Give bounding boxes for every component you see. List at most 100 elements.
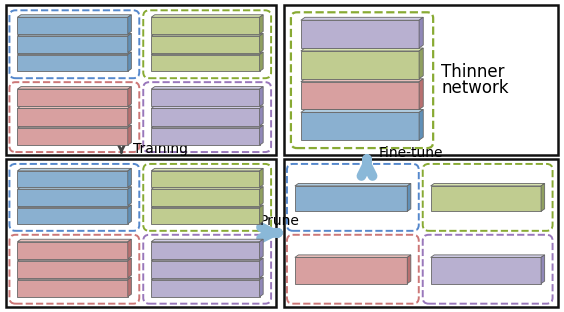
Polygon shape — [541, 183, 545, 211]
Text: network: network — [441, 79, 509, 97]
Polygon shape — [17, 205, 131, 207]
Polygon shape — [151, 207, 259, 224]
Polygon shape — [17, 280, 128, 297]
Polygon shape — [259, 258, 263, 278]
Bar — [6, 5, 276, 155]
Polygon shape — [17, 168, 131, 171]
Polygon shape — [419, 110, 423, 140]
Polygon shape — [151, 17, 259, 34]
Polygon shape — [17, 128, 128, 145]
Polygon shape — [128, 33, 131, 53]
Polygon shape — [128, 52, 131, 71]
Polygon shape — [151, 55, 259, 71]
Polygon shape — [151, 125, 263, 128]
Polygon shape — [151, 106, 263, 109]
Polygon shape — [301, 17, 423, 20]
Polygon shape — [431, 257, 541, 284]
Text: Training: Training — [133, 142, 188, 156]
Polygon shape — [295, 257, 407, 284]
Polygon shape — [17, 17, 128, 34]
Polygon shape — [151, 15, 263, 17]
Polygon shape — [259, 239, 263, 259]
Polygon shape — [301, 20, 419, 48]
Polygon shape — [17, 242, 128, 259]
Polygon shape — [431, 255, 545, 257]
Polygon shape — [128, 258, 131, 278]
Polygon shape — [17, 261, 128, 278]
Polygon shape — [128, 187, 131, 206]
Polygon shape — [407, 183, 411, 211]
Polygon shape — [259, 125, 263, 145]
Text: Prune: Prune — [260, 214, 300, 228]
Text: Thinner: Thinner — [441, 63, 505, 81]
Polygon shape — [151, 52, 263, 55]
Polygon shape — [151, 205, 263, 207]
Polygon shape — [17, 125, 131, 128]
Polygon shape — [17, 171, 128, 187]
Polygon shape — [151, 189, 259, 206]
Polygon shape — [259, 33, 263, 53]
Polygon shape — [301, 82, 419, 110]
Polygon shape — [151, 258, 263, 261]
Polygon shape — [431, 183, 545, 186]
Polygon shape — [128, 277, 131, 297]
Polygon shape — [301, 51, 419, 79]
Polygon shape — [17, 258, 131, 261]
Polygon shape — [17, 109, 128, 126]
Polygon shape — [17, 106, 131, 109]
Polygon shape — [151, 171, 259, 187]
Polygon shape — [17, 207, 128, 224]
Polygon shape — [128, 87, 131, 106]
Polygon shape — [151, 277, 263, 280]
Polygon shape — [17, 189, 128, 206]
Polygon shape — [259, 187, 263, 206]
Polygon shape — [17, 36, 128, 53]
Polygon shape — [151, 187, 263, 189]
Polygon shape — [128, 125, 131, 145]
Polygon shape — [128, 106, 131, 126]
Polygon shape — [295, 255, 411, 257]
Polygon shape — [151, 261, 259, 278]
Polygon shape — [259, 106, 263, 126]
Polygon shape — [259, 15, 263, 34]
Bar — [284, 159, 558, 307]
Polygon shape — [128, 205, 131, 224]
Polygon shape — [151, 242, 259, 259]
Polygon shape — [259, 52, 263, 71]
Polygon shape — [151, 109, 259, 126]
Text: Fine-tune: Fine-tune — [379, 146, 443, 160]
Polygon shape — [295, 183, 411, 186]
Polygon shape — [151, 36, 259, 53]
Polygon shape — [151, 128, 259, 145]
Polygon shape — [17, 52, 131, 55]
Polygon shape — [407, 255, 411, 284]
Polygon shape — [419, 79, 423, 110]
Polygon shape — [151, 168, 263, 171]
Polygon shape — [259, 277, 263, 297]
Bar — [6, 159, 276, 307]
Polygon shape — [17, 89, 128, 106]
Polygon shape — [17, 33, 131, 36]
Polygon shape — [419, 48, 423, 79]
Polygon shape — [151, 89, 259, 106]
Polygon shape — [431, 186, 541, 211]
Polygon shape — [419, 17, 423, 48]
Bar — [284, 5, 558, 155]
Polygon shape — [301, 48, 423, 51]
Polygon shape — [259, 168, 263, 187]
Polygon shape — [151, 280, 259, 297]
Polygon shape — [259, 87, 263, 106]
Polygon shape — [151, 239, 263, 242]
Polygon shape — [301, 79, 423, 82]
Polygon shape — [301, 110, 423, 112]
Polygon shape — [301, 112, 419, 140]
Polygon shape — [541, 255, 545, 284]
Polygon shape — [128, 239, 131, 259]
Polygon shape — [151, 87, 263, 89]
Polygon shape — [128, 15, 131, 34]
Polygon shape — [128, 168, 131, 187]
Polygon shape — [17, 187, 131, 189]
Polygon shape — [151, 33, 263, 36]
Polygon shape — [17, 15, 131, 17]
Polygon shape — [17, 55, 128, 71]
